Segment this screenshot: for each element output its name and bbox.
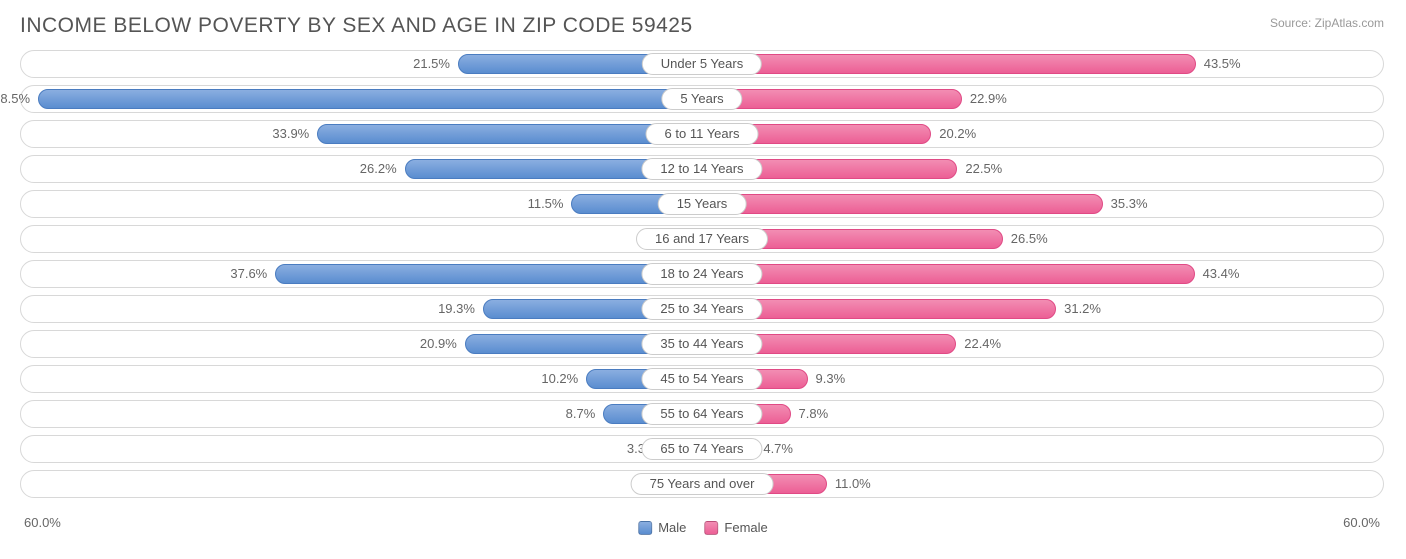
chart-row: 21.5% 43.5% Under 5 Years — [20, 50, 1384, 78]
chart-row: 11.5% 35.3% 15 Years — [20, 190, 1384, 218]
male-value-label: 20.9% — [420, 331, 457, 357]
female-bar — [702, 194, 1103, 214]
chart-row: 2.2%11.0%75 Years and over — [20, 470, 1384, 498]
age-label: 15 Years — [658, 193, 747, 215]
legend-label-female: Female — [724, 520, 767, 535]
chart-row: 10.2% 9.3% 45 to 54 Years — [20, 365, 1384, 393]
axis-tick-left: 60.0% — [24, 515, 61, 530]
male-value-label: 10.2% — [541, 366, 578, 392]
male-value-label: 8.7% — [566, 401, 596, 427]
age-label: 55 to 64 Years — [641, 403, 762, 425]
age-label: Under 5 Years — [642, 53, 762, 75]
female-value-label: 7.8% — [799, 401, 829, 427]
male-bar — [275, 264, 702, 284]
male-bar — [317, 124, 702, 144]
age-label: 5 Years — [661, 88, 742, 110]
chart-title: INCOME BELOW POVERTY BY SEX AND AGE IN Z… — [0, 0, 1406, 38]
female-value-label: 43.5% — [1204, 51, 1241, 77]
male-value-label: 37.6% — [230, 261, 267, 287]
legend-item-female: Female — [704, 520, 767, 535]
female-value-label: 20.2% — [939, 121, 976, 147]
chart-row: 20.9% 22.4% 35 to 44 Years — [20, 330, 1384, 358]
chart-row: 2.3%26.5%16 and 17 Years — [20, 225, 1384, 253]
female-swatch-icon — [704, 521, 718, 535]
legend-item-male: Male — [638, 520, 686, 535]
chart-row: 33.9% 20.2% 6 to 11 Years — [20, 120, 1384, 148]
source-attribution: Source: ZipAtlas.com — [1270, 16, 1384, 30]
legend: Male Female — [638, 520, 768, 535]
chart-row: 58.5%22.9%5 Years — [20, 85, 1384, 113]
male-value-label: 33.9% — [272, 121, 309, 147]
male-value-label: 26.2% — [360, 156, 397, 182]
male-bar — [38, 89, 702, 109]
age-label: 25 to 34 Years — [641, 298, 762, 320]
age-label: 18 to 24 Years — [641, 263, 762, 285]
female-value-label: 35.3% — [1111, 191, 1148, 217]
age-label: 16 and 17 Years — [636, 228, 768, 250]
age-label: 65 to 74 Years — [641, 438, 762, 460]
chart-row: 8.7% 7.8% 55 to 64 Years — [20, 400, 1384, 428]
male-value-label: 58.5% — [0, 86, 30, 112]
age-label: 6 to 11 Years — [646, 123, 759, 145]
age-label: 35 to 44 Years — [641, 333, 762, 355]
chart-row: 37.6% 43.4% 18 to 24 Years — [20, 260, 1384, 288]
chart-row: 3.3%4.7%65 to 74 Years — [20, 435, 1384, 463]
female-value-label: 31.2% — [1064, 296, 1101, 322]
male-value-label: 11.5% — [528, 191, 564, 217]
age-label: 45 to 54 Years — [641, 368, 762, 390]
female-value-label: 43.4% — [1203, 261, 1240, 287]
male-value-label: 21.5% — [413, 51, 450, 77]
chart-row: 19.3% 31.2% 25 to 34 Years — [20, 295, 1384, 323]
female-bar — [702, 264, 1195, 284]
male-swatch-icon — [638, 521, 652, 535]
female-value-label: 26.5% — [1011, 226, 1048, 252]
female-value-label: 4.7% — [763, 436, 793, 462]
female-value-label: 22.4% — [964, 331, 1001, 357]
female-value-label: 22.5% — [965, 156, 1002, 182]
chart-container: 21.5%43.5%Under 5 Years58.5%22.9%5 Years… — [20, 50, 1384, 513]
male-value-label: 19.3% — [438, 296, 475, 322]
female-value-label: 9.3% — [816, 366, 846, 392]
chart-row: 26.2% 22.5% 12 to 14 Years — [20, 155, 1384, 183]
age-label: 12 to 14 Years — [641, 158, 762, 180]
legend-label-male: Male — [658, 520, 686, 535]
female-value-label: 11.0% — [835, 471, 871, 497]
female-value-label: 22.9% — [970, 86, 1007, 112]
age-label: 75 Years and over — [631, 473, 774, 495]
axis-tick-right: 60.0% — [1343, 515, 1380, 530]
female-bar — [702, 54, 1196, 74]
